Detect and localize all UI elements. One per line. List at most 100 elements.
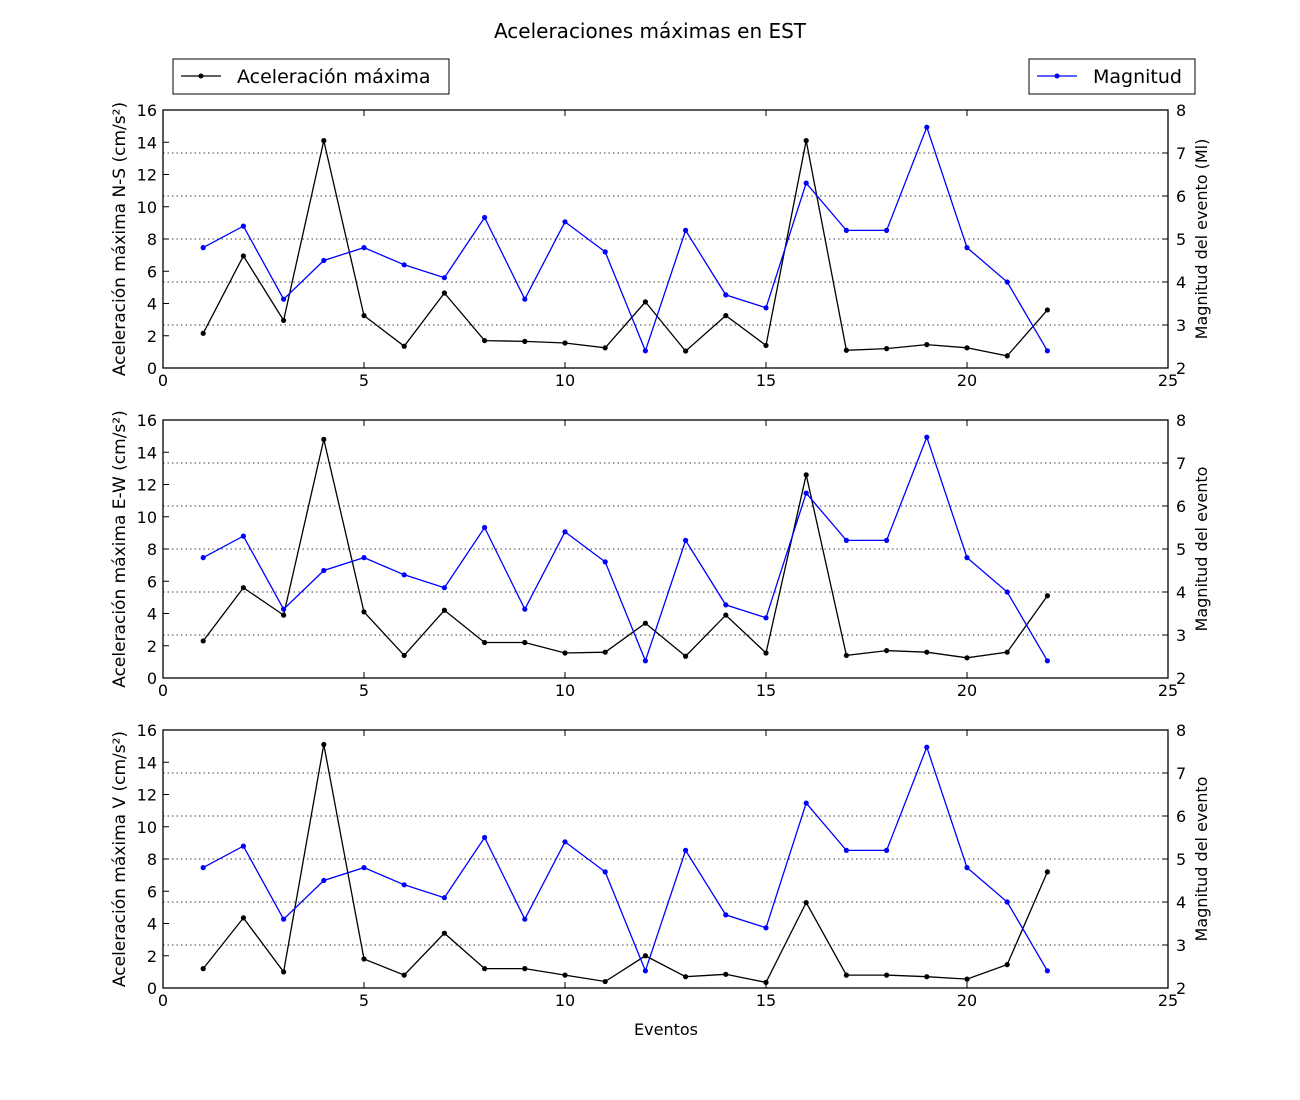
- y-tick-label-left: 12: [137, 476, 157, 495]
- data-point-acceleration: [924, 974, 930, 980]
- data-point-magnitude: [1044, 968, 1050, 974]
- data-point-acceleration: [1004, 962, 1010, 968]
- y-axis-label-right: Magnitud del evento: [1192, 777, 1211, 942]
- data-point-acceleration: [843, 972, 850, 978]
- data-point-acceleration: [401, 652, 407, 659]
- y-tick-label-right: 6: [1176, 187, 1186, 206]
- y-tick-label-right: 2: [1176, 979, 1186, 998]
- data-point-magnitude: [321, 877, 327, 884]
- data-point-magnitude: [522, 296, 528, 302]
- legend-left-label: Aceleración máxima: [237, 66, 430, 88]
- data-point-magnitude: [562, 839, 568, 845]
- data-point-acceleration: [1004, 649, 1010, 655]
- data-point-acceleration: [200, 330, 206, 336]
- x-tick-label: 0: [158, 991, 168, 1010]
- y-tick-label-left: 6: [147, 262, 157, 281]
- data-point-magnitude: [723, 292, 729, 298]
- data-point-acceleration: [240, 915, 246, 921]
- y-axis-label-left: Aceleración máxima E-W (cm/s²): [110, 410, 130, 688]
- data-point-acceleration: [924, 649, 930, 655]
- data-point-magnitude: [803, 180, 809, 186]
- x-tick-label: 15: [756, 371, 776, 390]
- y-tick-label-left: 0: [147, 979, 157, 998]
- data-point-acceleration: [562, 972, 568, 978]
- y-tick-label-left: 16: [137, 101, 157, 120]
- y-tick-label-left: 14: [137, 753, 157, 772]
- y-tick-label-right: 5: [1176, 850, 1186, 869]
- data-point-magnitude: [683, 537, 689, 544]
- data-point-acceleration: [441, 607, 447, 613]
- data-point-magnitude: [1004, 279, 1010, 285]
- data-point-magnitude: [482, 214, 488, 221]
- data-point-magnitude: [240, 533, 246, 539]
- y-tick-label-left: 10: [137, 818, 157, 837]
- data-point-acceleration: [1044, 307, 1050, 313]
- data-point-acceleration: [884, 972, 890, 978]
- x-tick-label: 15: [756, 681, 776, 700]
- data-point-magnitude: [200, 555, 206, 561]
- data-point-magnitude: [482, 524, 488, 531]
- y-tick-label-right: 6: [1176, 807, 1186, 826]
- y-tick-label-right: 3: [1176, 936, 1186, 955]
- panels: 0 5 10 15 20 2502468101214162345678Aceleració…: [110, 101, 1211, 1010]
- y-axis-label-right: Magnitud del evento: [1192, 467, 1211, 632]
- y-tick-label-right: 3: [1176, 626, 1186, 645]
- legend-right-marker: [1054, 73, 1060, 79]
- series-line-magnitude: [202, 125, 1048, 353]
- data-point-acceleration: [642, 299, 649, 305]
- data-point-magnitude: [361, 555, 367, 561]
- data-point-magnitude: [200, 865, 206, 871]
- data-point-acceleration: [361, 312, 367, 319]
- y-tick-label-left: 4: [147, 605, 157, 624]
- data-point-magnitude: [321, 257, 327, 264]
- data-point-magnitude: [1004, 589, 1010, 595]
- data-point-acceleration: [522, 966, 528, 972]
- data-point-acceleration: [441, 290, 447, 296]
- data-point-acceleration: [321, 741, 327, 748]
- data-point-acceleration: [843, 347, 850, 353]
- y-tick-label-left: 6: [147, 572, 157, 591]
- data-point-magnitude: [522, 916, 528, 922]
- y-tick-label-right: 5: [1176, 230, 1186, 249]
- y-tick-label-right: 5: [1176, 540, 1186, 559]
- series-line-acceleration: [202, 744, 1048, 984]
- data-point-magnitude: [441, 585, 447, 591]
- y-tick-label-left: 14: [137, 133, 157, 152]
- data-point-acceleration: [401, 972, 407, 978]
- y-tick-label-left: 8: [147, 540, 157, 559]
- data-point-acceleration: [723, 612, 729, 618]
- panel-e-w: 0 5 10 15 20 25 0 2 4 6 8 10 12 14 16 2 3 4 5 6 7 8 Aceleració…: [110, 410, 1211, 700]
- panel-v: 0 5 10 15 20 25 0 2 4 6 8 10 12 14 16 2 3 4 5 6 7 8 Aceleració…: [110, 721, 1211, 1010]
- data-point-acceleration: [281, 612, 287, 618]
- data-point-acceleration: [281, 317, 287, 324]
- data-point-acceleration: [482, 337, 488, 344]
- data-point-magnitude: [642, 348, 649, 354]
- data-point-acceleration: [964, 345, 970, 351]
- data-point-magnitude: [843, 847, 850, 854]
- data-point-magnitude: [401, 262, 407, 268]
- data-point-acceleration: [401, 343, 407, 349]
- data-point-acceleration: [803, 138, 809, 144]
- x-tick-label: 0: [158, 371, 168, 390]
- series-line-magnitude: [202, 435, 1048, 663]
- data-point-magnitude: [602, 249, 608, 255]
- y-tick-label-right: 7: [1176, 454, 1186, 473]
- y-axis-label-right: Magnitud del evento (Ml): [1192, 139, 1211, 340]
- y-tick-label-left: 4: [147, 295, 157, 314]
- y-axis-label-left: Aceleración máxima N-S (cm/s²): [110, 102, 130, 376]
- y-tick-label-left: 10: [137, 198, 157, 217]
- data-point-acceleration: [964, 655, 970, 661]
- data-point-magnitude: [964, 555, 970, 561]
- data-point-acceleration: [522, 338, 528, 344]
- data-point-acceleration: [602, 649, 608, 655]
- data-point-magnitude: [642, 658, 649, 664]
- data-point-magnitude: [281, 296, 287, 302]
- y-tick-label-left: 16: [137, 721, 157, 740]
- plot-frame: [162, 109, 1169, 369]
- y-tick-label-right: 7: [1176, 764, 1186, 783]
- plot-frame: [162, 729, 1169, 989]
- x-axis-label: Eventos: [634, 1020, 698, 1039]
- data-point-magnitude: [321, 567, 327, 574]
- data-point-magnitude: [723, 602, 729, 608]
